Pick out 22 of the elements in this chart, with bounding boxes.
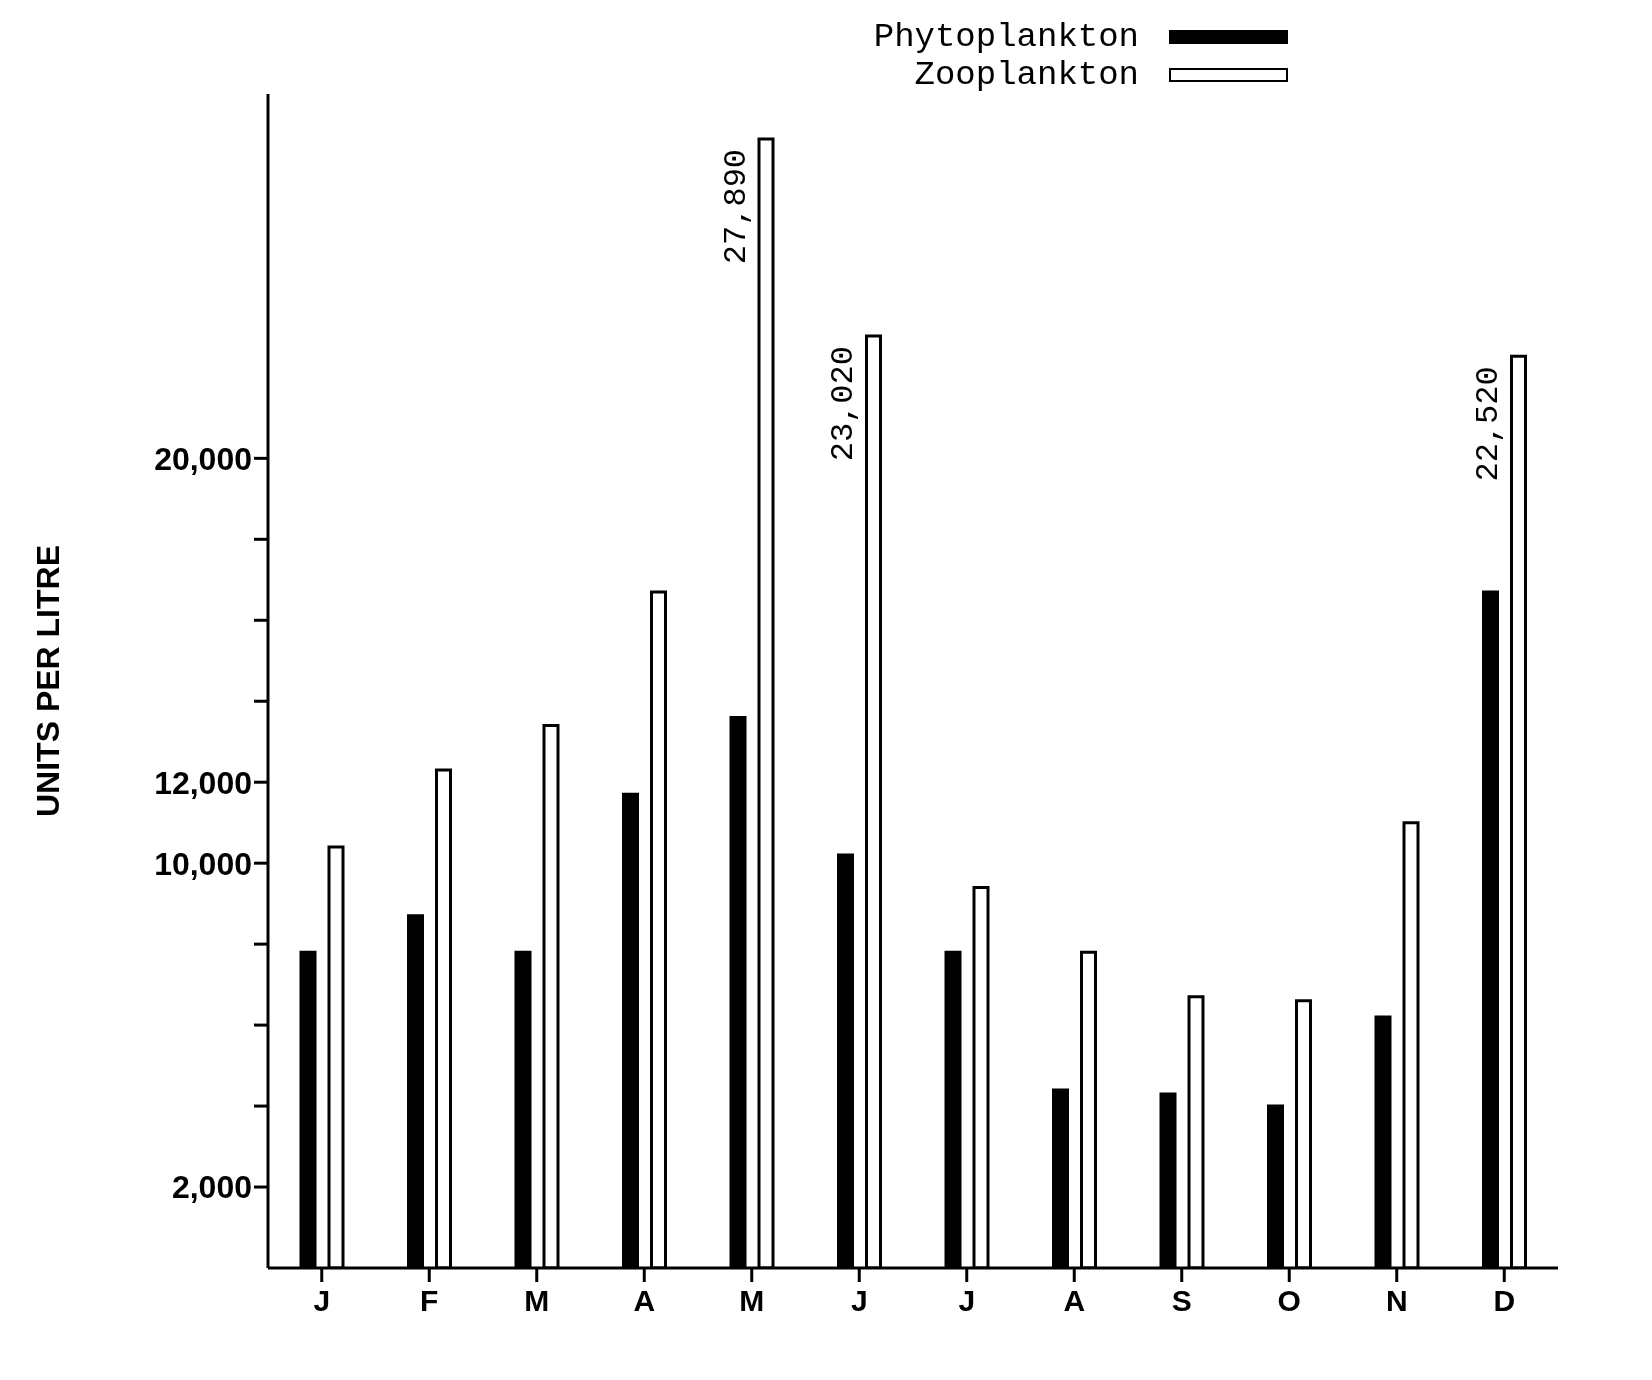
x-tick-label: F <box>420 1284 439 1318</box>
x-tick-label: O <box>1277 1284 1301 1318</box>
x-tick-label: A <box>633 1284 656 1318</box>
y-tick-label: 20,000 <box>154 440 252 477</box>
y-tick-label: 2,000 <box>171 1169 252 1206</box>
x-tick-label: J <box>313 1284 331 1318</box>
x-tick-label: A <box>1063 1284 1086 1318</box>
y-tick-label: 10,000 <box>154 845 252 882</box>
x-tick-label: N <box>1385 1284 1408 1318</box>
data-label: 27,890 <box>718 148 755 265</box>
x-tick-label: D <box>1493 1284 1516 1318</box>
x-tick-label: M <box>739 1284 765 1318</box>
x-tick-label: J <box>958 1284 976 1318</box>
y-axis-title: UNITS PER LITRE <box>30 544 67 818</box>
data-label: 23,020 <box>825 346 863 462</box>
x-tick-label: J <box>850 1284 868 1318</box>
x-tick-label: S <box>1171 1284 1192 1318</box>
y-tick-label: 12,000 <box>154 764 252 801</box>
x-tick-label: M <box>524 1284 550 1318</box>
data-label: 22,520 <box>1470 366 1508 482</box>
legend-label: Phytoplankton <box>873 18 1139 56</box>
legend-label: Zooplankton <box>914 56 1139 94</box>
